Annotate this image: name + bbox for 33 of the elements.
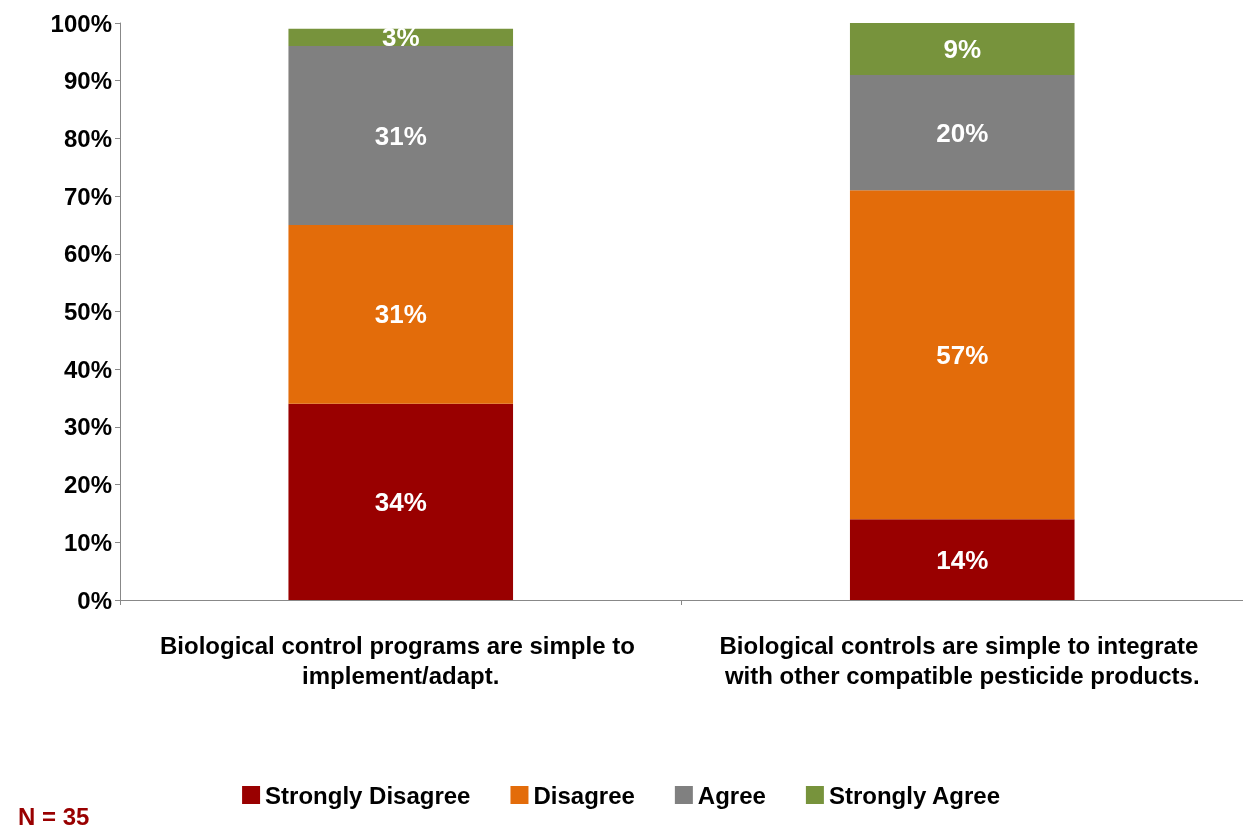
bar (849, 74, 1075, 191)
y-tick-label: 60% (63, 240, 112, 268)
data-label: 14% (936, 544, 989, 575)
x-tick-label: Biological controls are simple to integrate with other compatible pesticide products. (719, 631, 1205, 689)
bar (288, 46, 514, 225)
data-label: 57% (936, 339, 989, 370)
y-tick-label: 70% (63, 182, 112, 210)
y-tick-label: 30% (63, 413, 112, 441)
bar (288, 224, 514, 404)
bar (288, 403, 514, 600)
data-label: 31% (374, 299, 427, 330)
x-tick-label: Biological control programs are simple to implement/adapt. (160, 631, 642, 689)
y-tick-label: 10% (63, 528, 112, 556)
y-tick-label: 20% (63, 471, 112, 499)
y-tick-label: 80% (63, 124, 112, 152)
legend-label: Strongly Disagree (265, 781, 471, 809)
data-label: 3% (381, 22, 420, 53)
y-tick-label: 50% (63, 298, 112, 325)
bar (849, 519, 1075, 600)
data-label: 34% (374, 486, 427, 517)
legend-label: Disagree (533, 781, 635, 809)
data-label: 9% (943, 33, 982, 64)
data-label: 31% (374, 120, 427, 151)
bar (849, 190, 1075, 520)
y-tick-label: 100% (50, 9, 112, 37)
y-tick-label: 0% (77, 586, 112, 614)
data-label: 20% (936, 117, 989, 148)
bar (849, 23, 1075, 75)
text: N = 35 (18, 802, 90, 830)
legend-label: Agree (697, 781, 766, 809)
legend-label: Strongly Agree (828, 781, 1001, 809)
y-tick-label: 40% (63, 355, 112, 383)
y-tick-label: 90% (63, 67, 112, 95)
